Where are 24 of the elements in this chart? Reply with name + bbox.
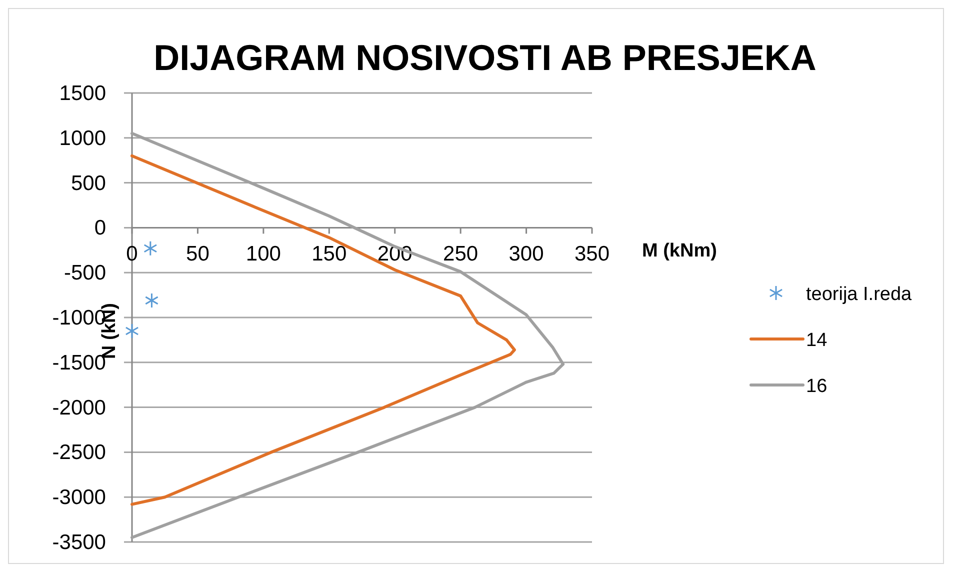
point [144, 240, 158, 256]
y-tick-label: -2500 [52, 441, 106, 464]
point [125, 323, 139, 339]
x-axis-title: M (kNm) [642, 240, 717, 262]
y-tick-label: 1500 [59, 82, 106, 105]
x-tick-label: 50 [186, 242, 210, 266]
chart-title: DIJAGRAM NOSIVOSTI AB PRESJEKA [154, 37, 816, 78]
x-tick-label: 100 [246, 242, 281, 266]
y-tick-label: -2000 [52, 396, 106, 420]
y-tick-label: -3500 [52, 531, 106, 554]
x-tick-label: 250 [443, 242, 478, 266]
x-tick-label: 0 [126, 242, 138, 266]
y-tick-label: -3000 [52, 486, 106, 510]
point [144, 292, 159, 308]
legend-label: 14 [806, 330, 828, 351]
y-tick-label: 0 [94, 216, 106, 240]
x-tick-label: 350 [574, 242, 610, 266]
x-tick-label: 300 [508, 242, 544, 266]
y-tick-label: -500 [64, 262, 106, 285]
legend-label: teorija I.reda [806, 284, 912, 305]
legend-label: 16 [806, 376, 828, 397]
y-tick-label: 1000 [59, 126, 106, 150]
x-tick-label: 150 [312, 242, 347, 266]
y-tick-label: 500 [70, 172, 106, 195]
